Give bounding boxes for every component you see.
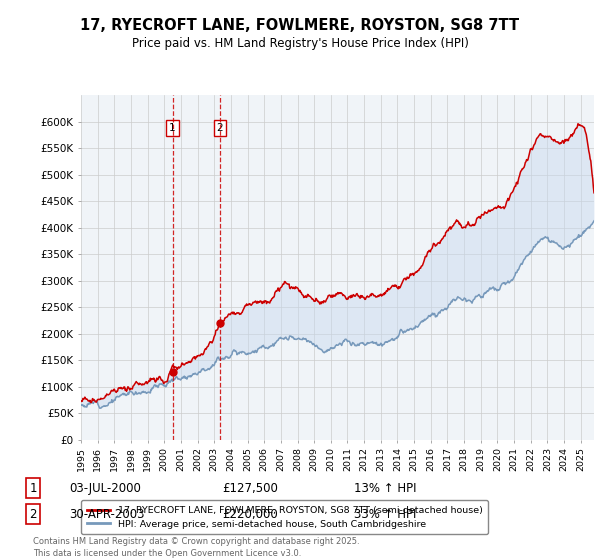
Text: 2: 2 xyxy=(29,507,37,521)
Text: 13% ↑ HPI: 13% ↑ HPI xyxy=(354,482,416,495)
Text: 1: 1 xyxy=(29,482,37,495)
Text: Contains HM Land Registry data © Crown copyright and database right 2025.
This d: Contains HM Land Registry data © Crown c… xyxy=(33,537,359,558)
Text: 1: 1 xyxy=(169,123,176,133)
Legend: 17, RYECROFT LANE, FOWLMERE, ROYSTON, SG8 7TT (semi-detached house), HPI: Averag: 17, RYECROFT LANE, FOWLMERE, ROYSTON, SG… xyxy=(81,500,488,534)
Text: 17, RYECROFT LANE, FOWLMERE, ROYSTON, SG8 7TT: 17, RYECROFT LANE, FOWLMERE, ROYSTON, SG… xyxy=(80,18,520,32)
Text: £220,000: £220,000 xyxy=(222,507,278,521)
Text: £127,500: £127,500 xyxy=(222,482,278,495)
Text: 33% ↑ HPI: 33% ↑ HPI xyxy=(354,507,416,521)
Text: Price paid vs. HM Land Registry's House Price Index (HPI): Price paid vs. HM Land Registry's House … xyxy=(131,37,469,50)
Text: 30-APR-2003: 30-APR-2003 xyxy=(69,507,145,521)
Text: 03-JUL-2000: 03-JUL-2000 xyxy=(69,482,141,495)
Text: 2: 2 xyxy=(217,123,223,133)
